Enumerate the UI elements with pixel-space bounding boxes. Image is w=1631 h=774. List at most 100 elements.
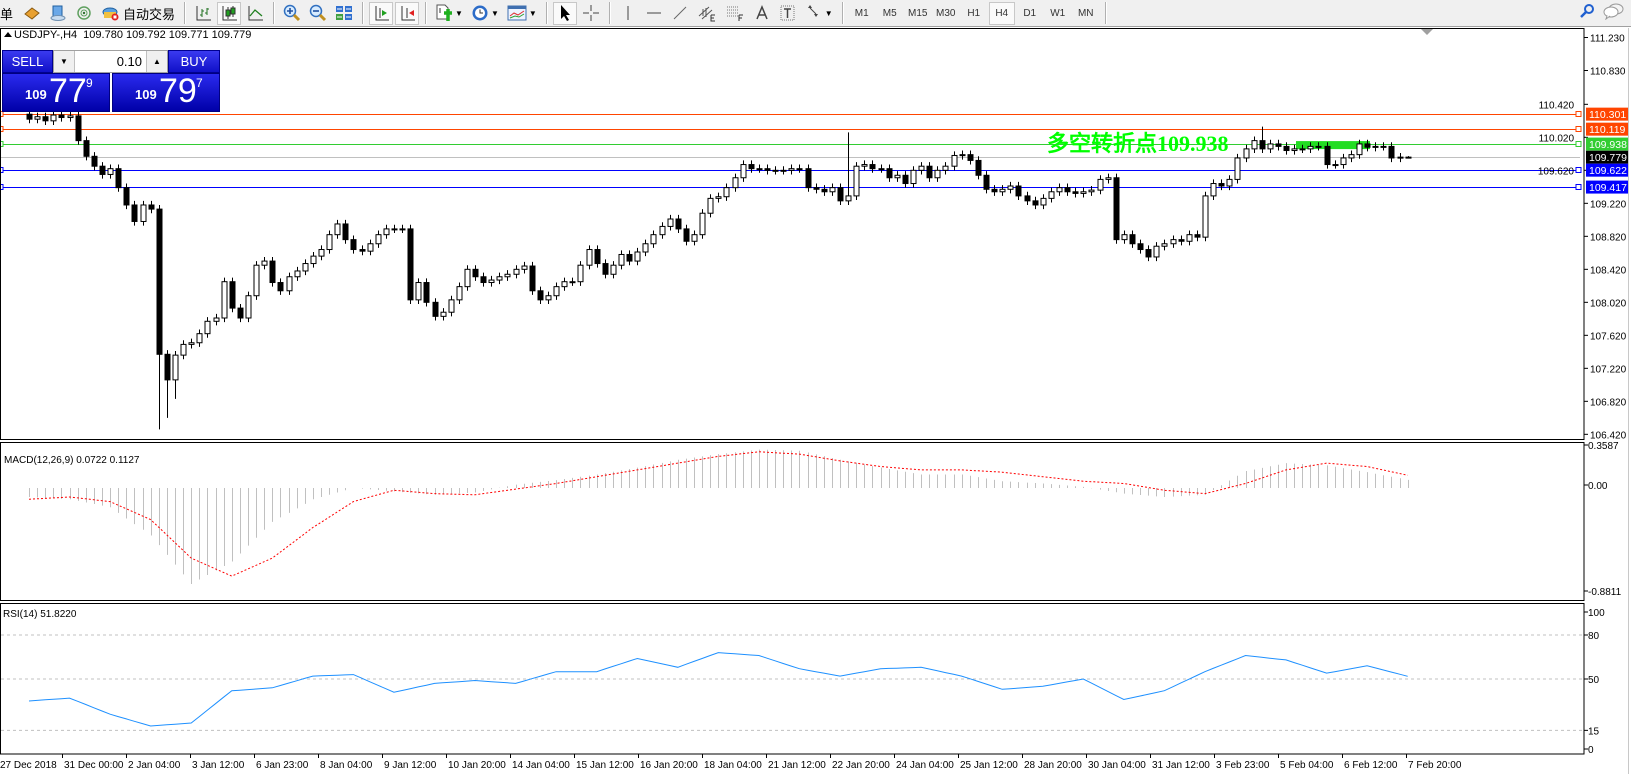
dropdown-arrow-icon[interactable]: ▼ (455, 8, 463, 18)
bull-candle-body (1007, 185, 1014, 190)
dropdown-arrow-icon[interactable]: ▼ (824, 8, 833, 18)
vertical-line-button[interactable] (616, 2, 640, 25)
buy-price-button[interactable]: 109 79 7 (112, 72, 220, 112)
bear-candle-body (432, 301, 439, 317)
sell-price-button[interactable]: 109 77 9 (2, 72, 110, 112)
candle (634, 247, 641, 266)
crosshair-button[interactable] (579, 2, 603, 25)
bull-candle-body (796, 168, 803, 171)
cursor-icon (557, 4, 573, 22)
toolbar-right (1579, 2, 1631, 25)
lot-increase-button[interactable]: ▲ (146, 51, 167, 72)
lot-size-input[interactable] (75, 51, 146, 72)
line-handle-right[interactable] (1575, 184, 1582, 190)
horizontal-line-109-417[interactable] (0, 184, 1582, 190)
timeframe-m1[interactable]: M1 (854, 7, 869, 19)
collapse-triangle-icon[interactable] (4, 32, 12, 37)
candle (440, 308, 447, 321)
bull-candle-body (740, 164, 747, 179)
timeframe-h4[interactable]: H4 (988, 1, 1015, 25)
trendline-icon (671, 4, 689, 22)
lot-decrease-button[interactable]: ▼ (54, 51, 75, 72)
pivot-zone-rectangle[interactable] (1296, 141, 1370, 150)
fibonacci-button[interactable] (722, 2, 748, 25)
candle (1291, 144, 1298, 155)
line-handle-right[interactable] (1575, 167, 1582, 173)
line-handle-right[interactable] (1575, 141, 1582, 147)
candle (383, 224, 390, 239)
candle (496, 272, 503, 285)
templates-button[interactable]: ▼ (504, 2, 540, 25)
chat-icon[interactable] (1603, 2, 1625, 25)
candlestick-button[interactable] (217, 1, 242, 25)
market-button[interactable] (46, 2, 70, 25)
macd-pane[interactable] (28, 449, 1409, 585)
sell-button[interactable]: SELL (2, 50, 53, 73)
pivot-annotation-text[interactable]: 多空转折点109.938 (1047, 131, 1229, 156)
bull-candle-body (1380, 145, 1387, 148)
line-handle-right[interactable] (1575, 111, 1582, 117)
candle (58, 110, 65, 122)
candle (1153, 242, 1160, 262)
sell-price-big-figure: 109 (25, 87, 47, 102)
tile-windows-button[interactable] (332, 2, 356, 25)
dropdown-arrow-icon[interactable]: ▼ (490, 8, 499, 18)
signals-button[interactable] (72, 2, 96, 25)
chart-shift-button[interactable] (395, 1, 420, 25)
candle (131, 200, 138, 226)
bull-candle-body (221, 281, 228, 319)
candle (1332, 160, 1339, 169)
bear-candle-body (805, 168, 812, 189)
auto-trading-button[interactable]: 自动交易 (98, 2, 178, 25)
text-label-button[interactable] (776, 2, 800, 25)
bear-candle-body (237, 307, 244, 319)
bull-candle-body (569, 281, 576, 284)
zoom-out-button[interactable] (306, 2, 330, 25)
macd-tick-label: 0.3587 (1588, 441, 1619, 452)
bull-candle-body (659, 225, 666, 236)
indicators-button[interactable]: ▼ (432, 2, 466, 25)
text-button[interactable] (750, 2, 774, 25)
timeframe-h1[interactable]: H1 (967, 7, 981, 19)
equidistant-channel-button[interactable] (694, 2, 720, 25)
cursor-button[interactable] (552, 1, 577, 25)
toolbar-buttons: 自动交易 ▼ ▼ ▼ ▼ (19, 1, 848, 25)
arrows-button[interactable]: ▼ (802, 2, 836, 25)
time-tick-label: 27 Dec 2018 (0, 760, 57, 771)
timeframe-m15[interactable]: M15 (907, 7, 928, 19)
timeframe-d1[interactable]: D1 (1023, 7, 1037, 19)
periods-clock-button[interactable]: ▼ (468, 2, 502, 25)
price-label-box (1586, 107, 1628, 121)
line-chart-button[interactable] (243, 2, 267, 25)
timeframe-w1[interactable]: W1 (1050, 7, 1066, 19)
chart-shift-icon (398, 5, 416, 21)
main-price-pane[interactable] (0, 109, 1582, 430)
time-tick-label: 18 Jan 04:00 (704, 760, 762, 771)
bear-candle-body (1259, 140, 1266, 150)
auto-scroll-button[interactable] (369, 1, 394, 25)
timeframe-m30[interactable]: M30 (935, 7, 956, 19)
buy-button[interactable]: BUY (168, 50, 220, 73)
horizontal-line-110-119[interactable] (0, 126, 1582, 132)
macd-signal-line (28, 451, 1408, 577)
trendline-button[interactable] (668, 2, 692, 25)
chart-shift-marker-icon[interactable] (1421, 29, 1433, 35)
bull-candle-body (1291, 148, 1298, 152)
time-tick-label: 3 Jan 12:00 (192, 760, 245, 771)
timeframe-mn[interactable]: MN (1077, 7, 1094, 19)
time-tick-label: 6 Jan 23:00 (256, 760, 309, 771)
horizontal-line-button[interactable] (642, 2, 666, 25)
zoom-in-button[interactable] (280, 2, 304, 25)
search-icon[interactable] (1579, 3, 1595, 24)
timeframe-m5[interactable]: M5 (882, 7, 897, 19)
bear-candle-body (926, 165, 933, 179)
rsi-pane[interactable] (1, 634, 1584, 731)
line-handle-right[interactable] (1575, 126, 1582, 132)
horizontal-line-110-301[interactable] (0, 111, 1582, 117)
bar-chart-button[interactable] (191, 2, 215, 25)
new-order-label-partial[interactable]: 单 (0, 6, 14, 22)
dropdown-arrow-icon[interactable]: ▼ (528, 8, 537, 18)
candle (375, 230, 382, 248)
history-button[interactable] (20, 2, 44, 25)
